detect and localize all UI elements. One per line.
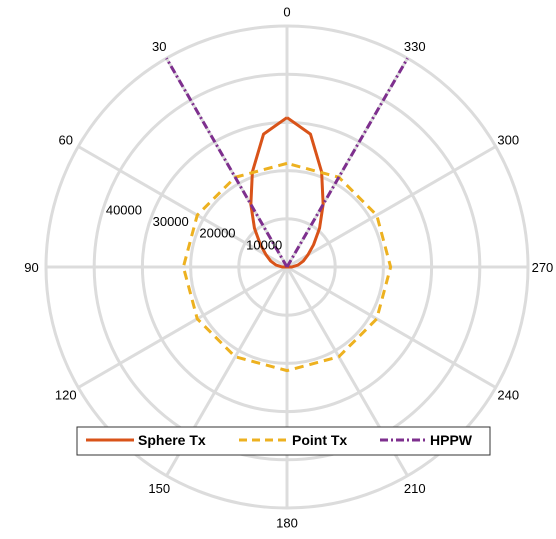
angle-tick-label-60: 60 <box>59 132 73 147</box>
series-point-tx-line <box>181 161 393 373</box>
angle-tick-label-210: 210 <box>404 481 426 496</box>
legend-label-sphere-tx: Sphere Tx <box>138 432 206 448</box>
angle-tick-label-330: 330 <box>404 39 426 54</box>
series-layer <box>165 57 409 373</box>
radial-tick-label-20000: 20000 <box>199 226 235 241</box>
angle-tick-label-120: 120 <box>55 388 77 403</box>
angle-tick-label-0: 0 <box>283 5 290 20</box>
radial-tick-labels: 10000 20000 30000 40000 <box>106 202 282 252</box>
grid-spoke-240 <box>286 265 497 389</box>
angle-tick-label-180: 180 <box>276 515 298 530</box>
grid-spoke-30 <box>165 57 289 268</box>
angle-tick-label-150: 150 <box>148 481 170 496</box>
angle-tick-labels: 0 30 60 90 120 150 180 210 240 270 300 330 <box>24 5 553 531</box>
radial-tick-label-30000: 30000 <box>153 214 189 229</box>
angle-tick-label-30: 30 <box>152 39 166 54</box>
legend: Sphere Tx Point Tx HPPW <box>76 426 491 456</box>
grid-spoke-330 <box>285 57 409 268</box>
legend-label-point-tx: Point Tx <box>292 432 347 448</box>
angle-tick-label-240: 240 <box>497 388 519 403</box>
grid-spoke-60 <box>77 145 288 269</box>
grid-spoke-120 <box>77 265 288 389</box>
angle-tick-label-90: 90 <box>24 260 38 275</box>
angle-tick-label-300: 300 <box>497 132 519 147</box>
grid-spoke-300 <box>286 145 497 269</box>
radial-tick-label-10000: 10000 <box>246 237 282 252</box>
angle-tick-label-270: 270 <box>532 260 554 275</box>
radial-tick-label-40000: 40000 <box>106 202 142 217</box>
legend-label-hppw: HPPW <box>430 432 473 448</box>
